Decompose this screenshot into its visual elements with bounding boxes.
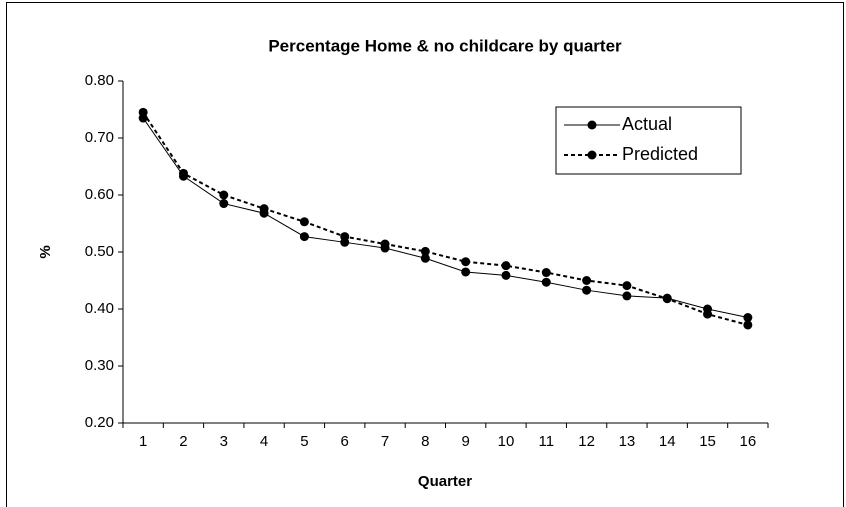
data-point <box>501 270 511 280</box>
y-tick-label: 0.30 <box>85 357 114 374</box>
x-tick-label: 12 <box>578 433 595 450</box>
x-tick-label: 11 <box>538 433 554 450</box>
data-point <box>662 294 672 304</box>
x-tick-label: 14 <box>659 433 676 450</box>
data-point <box>622 291 632 301</box>
y-tick-label: 0.20 <box>85 414 114 431</box>
data-point <box>340 232 350 242</box>
data-point <box>219 190 229 200</box>
x-tick-label: 10 <box>498 433 515 450</box>
legend-marker <box>587 120 597 130</box>
legend-box <box>555 106 742 175</box>
chart-title: Percentage Home & no childcare by quarte… <box>268 36 622 55</box>
x-tick-label: 3 <box>220 433 228 450</box>
x-tick-label: 13 <box>619 433 636 450</box>
legend-label: Actual <box>622 114 672 134</box>
data-point <box>259 204 269 214</box>
y-tick-label: 0.70 <box>85 129 114 146</box>
data-point <box>138 107 148 117</box>
data-point <box>541 268 551 278</box>
y-tick-label: 0.40 <box>85 300 114 317</box>
data-point <box>582 285 592 295</box>
data-point <box>420 253 430 263</box>
data-point <box>299 232 309 242</box>
y-axis-title: % <box>37 245 54 258</box>
data-point <box>541 277 551 287</box>
data-point <box>420 246 430 256</box>
data-point <box>582 276 592 285</box>
x-tick-label: 5 <box>300 433 308 450</box>
y-tick-label: 0.50 <box>85 243 114 260</box>
data-point <box>501 261 511 271</box>
x-tick-label: 6 <box>341 433 349 450</box>
x-axis-title: Quarter <box>418 473 472 490</box>
x-tick-label: 1 <box>139 433 147 450</box>
x-tick-label: 8 <box>421 433 429 450</box>
x-tick-label: 16 <box>740 433 757 450</box>
legend-label: Predicted <box>622 144 698 164</box>
x-tick-label: 7 <box>381 433 389 450</box>
series-line <box>142 111 749 326</box>
legend-marker <box>587 150 597 160</box>
x-tick-label: 4 <box>260 433 268 450</box>
data-point <box>461 257 471 267</box>
x-tick-label: 15 <box>699 433 716 450</box>
data-point <box>743 320 753 330</box>
chart-frame <box>6 2 844 507</box>
x-tick-label: 2 <box>179 433 187 450</box>
y-tick-label: 0.80 <box>85 72 114 89</box>
x-tick-label: 9 <box>461 433 469 450</box>
series-line <box>142 117 748 319</box>
data-point <box>461 267 471 277</box>
data-point <box>178 168 188 178</box>
data-point <box>219 199 229 209</box>
data-point <box>380 239 390 249</box>
data-point <box>703 309 713 319</box>
data-point <box>743 313 753 323</box>
y-tick-label: 0.60 <box>85 186 114 203</box>
data-point <box>622 281 632 291</box>
data-point <box>299 217 309 227</box>
